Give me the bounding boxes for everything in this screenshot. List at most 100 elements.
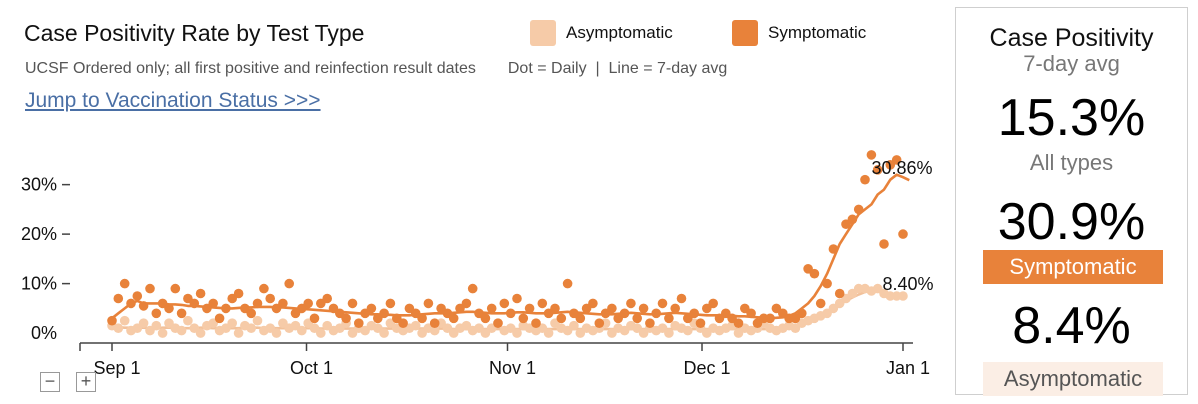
asymptomatic-daily-point xyxy=(252,315,263,326)
symptomatic-daily-point xyxy=(259,283,269,294)
asymptomatic-daily-point xyxy=(379,328,389,338)
symptomatic-daily-point xyxy=(499,298,510,309)
symptomatic-daily-point xyxy=(461,298,472,309)
symptomatic-daily-point xyxy=(898,229,908,239)
symptomatic-daily-point xyxy=(689,308,699,319)
symptomatic-daily-point xyxy=(379,308,389,319)
y-tick-label: 10% xyxy=(21,274,57,294)
symptomatic-daily-point xyxy=(208,298,218,309)
symptomatic-daily-point xyxy=(872,165,883,175)
asymptomatic-daily-point xyxy=(271,328,282,338)
x-tick-label: Oct 1 xyxy=(290,358,333,378)
symptomatic-value: 30.9% xyxy=(997,193,1146,251)
symptomatic-daily-point xyxy=(512,293,522,304)
symptomatic-daily-point xyxy=(828,244,839,254)
asymptomatic-daily-point xyxy=(157,328,168,338)
zoom-in-button[interactable]: + xyxy=(76,372,96,392)
vaccination-status-link[interactable]: Jump to Vaccination Status >>> xyxy=(25,89,321,112)
symptomatic-daily-point xyxy=(354,318,364,329)
symptomatic-daily-point xyxy=(151,308,162,319)
symptomatic-daily-point xyxy=(265,293,276,304)
asymptomatic-daily-point xyxy=(176,325,187,336)
symptomatic-daily-point xyxy=(164,303,174,314)
symptomatic-end-label: 30.86% xyxy=(871,158,932,178)
symptomatic-daily-point xyxy=(423,298,434,309)
symptomatic-daily-point xyxy=(657,298,668,309)
symptomatic-daily-point xyxy=(138,301,149,311)
asymptomatic-value: 8.4% xyxy=(1012,297,1131,355)
x-tick-label: Jan 1 xyxy=(886,358,930,378)
all-types-label: All types xyxy=(1029,150,1114,175)
symptomatic-daily-point xyxy=(119,278,130,289)
symptomatic-daily-point xyxy=(822,278,832,289)
symptomatic-daily-point xyxy=(651,308,661,319)
symptomatic-daily-point xyxy=(107,315,117,326)
symptomatic-daily-point xyxy=(505,308,516,319)
legend-swatch-symptomatic xyxy=(732,20,758,46)
asymptomatic-daily-point xyxy=(410,320,421,331)
symptomatic-daily-point xyxy=(113,293,124,304)
panel-subtitle: 7-day avg xyxy=(1023,51,1120,76)
symptomatic-daily-point xyxy=(607,303,617,314)
symptomatic-daily-point xyxy=(132,291,143,301)
symptomatic-daily-point xyxy=(347,298,358,309)
zoom-out-button[interactable]: − xyxy=(40,372,60,392)
asymptomatic-daily-point xyxy=(183,315,193,326)
symptomatic-daily-point xyxy=(733,318,744,329)
asymptomatic-daily-point xyxy=(569,320,579,331)
asymptomatic-daily-point xyxy=(683,325,693,336)
positivity-chart: Sep 1 Oct 1 Nov 1 Dec 1 Jan 1 30% 20% 10% 0% 30.8… xyxy=(21,150,934,378)
symptomatic-daily-point xyxy=(834,288,845,299)
symptomatic-daily-point xyxy=(176,308,187,319)
symptomatic-daily-point xyxy=(664,313,674,324)
symptomatic-daily-point xyxy=(524,303,535,314)
symptomatic-daily-point xyxy=(493,318,503,329)
asymptomatic-daily-point xyxy=(233,328,244,338)
asymptomatic-end-label: 8.40% xyxy=(882,274,933,294)
asymptomatic-daily-point xyxy=(429,325,440,336)
asymptomatic-daily-point xyxy=(316,328,326,338)
legend-label-symptomatic: Symptomatic xyxy=(768,23,867,42)
symptomatic-daily-point xyxy=(708,298,718,309)
y-tick-label: 30% xyxy=(21,175,57,195)
symptomatic-daily-point xyxy=(309,313,320,324)
legend-item-asymptomatic[interactable]: Asymptomatic xyxy=(530,20,673,46)
symptomatic-daily-point xyxy=(537,298,548,309)
symptomatic-daily-point xyxy=(556,313,567,324)
symptomatic-daily-point xyxy=(891,155,902,165)
legend-swatch-asymptomatic xyxy=(530,20,556,46)
symptomatic-badge: Symptomatic xyxy=(983,250,1163,284)
symptomatic-daily-point xyxy=(214,313,225,324)
symptomatic-daily-point xyxy=(429,318,440,329)
asymptomatic-daily-point xyxy=(151,320,162,331)
all-types-value: 15.3% xyxy=(997,89,1146,147)
symptomatic-daily-point xyxy=(765,313,775,324)
x-tick-label: Sep 1 xyxy=(93,358,140,378)
symptomatic-daily-point xyxy=(676,293,687,304)
symptomatic-daily-point xyxy=(797,308,807,319)
symptomatic-daily-point xyxy=(531,318,541,329)
symptomatic-daily-point xyxy=(189,298,200,309)
x-tick-label: Nov 1 xyxy=(489,358,536,378)
symptomatic-daily-point xyxy=(170,283,181,294)
symptomatic-daily-point xyxy=(594,318,605,329)
symptomatic-daily-point xyxy=(448,313,459,324)
asymptomatic-daily-point xyxy=(664,328,674,338)
chart-title: Case Positivity Rate by Test Type xyxy=(24,20,365,46)
symptomatic-daily-point xyxy=(575,313,586,324)
chart-note: Dot = Daily | Line = 7-day avg xyxy=(507,60,728,77)
symptomatic-daily-point xyxy=(486,303,497,314)
symptomatic-daily-point xyxy=(322,293,333,304)
symptomatic-daily-point xyxy=(815,298,826,309)
symptomatic-daily-point xyxy=(619,308,630,319)
symptomatic-daily-point xyxy=(853,204,864,215)
asymptomatic-daily-point xyxy=(227,318,237,329)
legend-item-symptomatic[interactable]: Symptomatic xyxy=(732,20,866,46)
symptomatic-daily-point xyxy=(221,303,231,314)
legend-label-asymptomatic: Asymptomatic xyxy=(566,23,673,42)
asymptomatic-daily-point xyxy=(138,318,149,329)
symptomatic-daily-point xyxy=(385,298,396,309)
symptomatic-daily-point xyxy=(638,303,649,314)
x-tick-label: Dec 1 xyxy=(683,358,730,378)
symptomatic-daily-point xyxy=(341,313,351,324)
